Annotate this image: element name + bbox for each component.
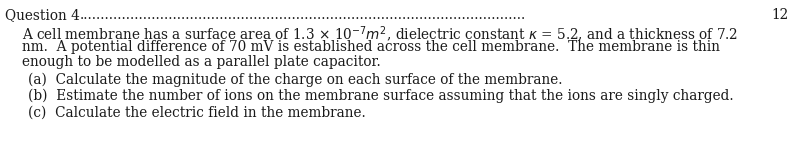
Text: ................................................................................: ........................................… [80, 8, 527, 22]
Text: (a)  Calculate the magnitude of the charge on each surface of the membrane.: (a) Calculate the magnitude of the charg… [28, 73, 562, 87]
Text: enough to be modelled as a parallel plate capacitor.: enough to be modelled as a parallel plat… [22, 55, 381, 69]
Text: (c)  Calculate the electric field in the membrane.: (c) Calculate the electric field in the … [28, 106, 366, 120]
Text: 12: 12 [772, 8, 789, 22]
Text: nm.  A potential difference of 70 mV is established across the cell membrane.  T: nm. A potential difference of 70 mV is e… [22, 40, 720, 54]
Text: A cell membrane has a surface area of 1.3 $\times$ 10$^{-7}$$m^2$, dielectric co: A cell membrane has a surface area of 1.… [22, 25, 738, 45]
Text: Question 4: Question 4 [5, 8, 80, 22]
Text: (b)  Estimate the number of ions on the membrane surface assuming that the ions : (b) Estimate the number of ions on the m… [28, 89, 734, 103]
